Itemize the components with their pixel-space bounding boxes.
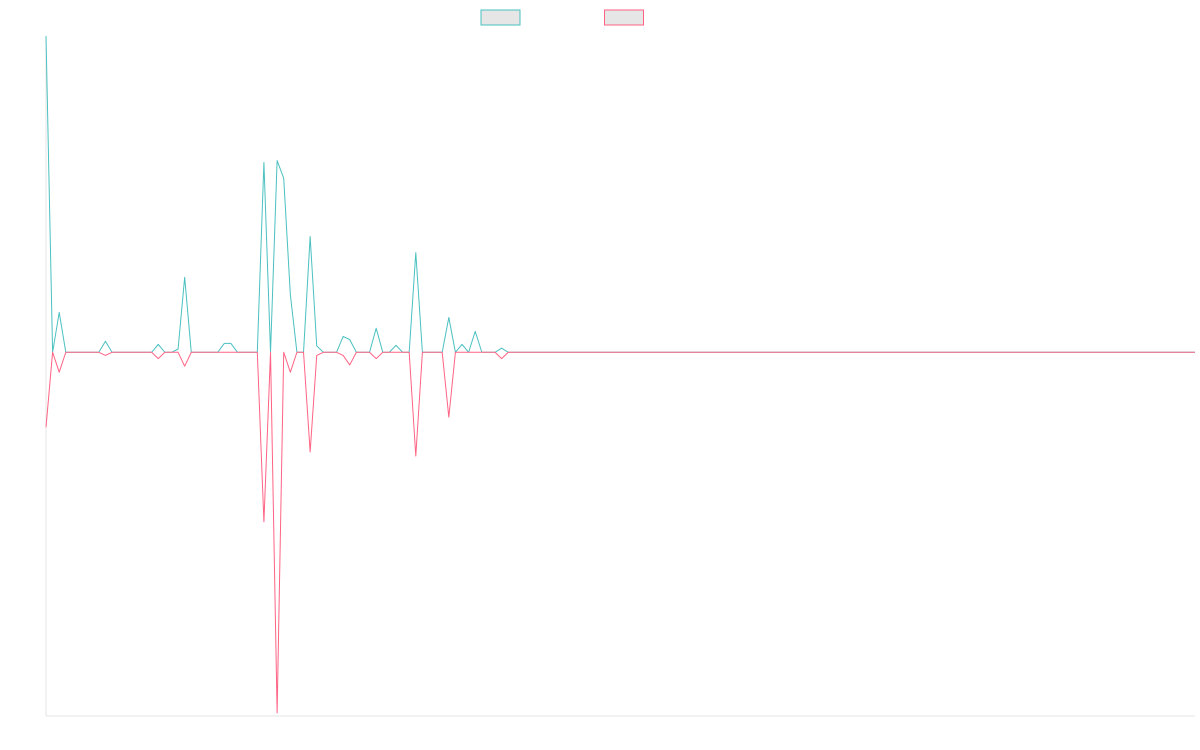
series-line (45, 351, 1195, 714)
legend-swatch (604, 9, 644, 26)
series-line (45, 35, 1195, 353)
legend-swatch (480, 9, 521, 26)
